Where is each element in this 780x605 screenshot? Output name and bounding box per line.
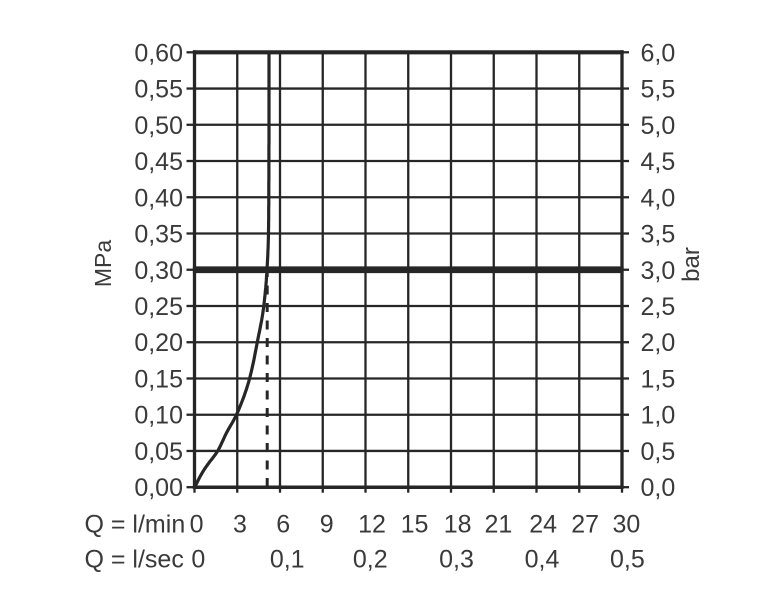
svg-text:0,30: 0,30 — [134, 257, 183, 285]
svg-text:0: 0 — [190, 511, 204, 539]
svg-text:4,5: 4,5 — [641, 148, 676, 176]
svg-text:0,4: 0,4 — [525, 546, 560, 574]
svg-text:0,5: 0,5 — [610, 546, 645, 574]
svg-text:0,60: 0,60 — [134, 39, 183, 67]
svg-text:4,0: 4,0 — [641, 184, 676, 212]
svg-text:0,20: 0,20 — [134, 329, 183, 357]
svg-text:0,45: 0,45 — [134, 148, 183, 176]
svg-text:9: 9 — [320, 511, 334, 539]
svg-text:Q = l/min: Q = l/min — [85, 511, 186, 539]
svg-text:0,2: 0,2 — [353, 546, 388, 574]
svg-text:0,25: 0,25 — [134, 293, 183, 321]
svg-text:5,5: 5,5 — [641, 76, 676, 104]
svg-text:6,0: 6,0 — [641, 39, 676, 67]
svg-text:Q = l/sec: Q = l/sec — [85, 546, 184, 574]
svg-text:6: 6 — [276, 511, 290, 539]
svg-text:0,0: 0,0 — [641, 474, 676, 502]
svg-text:0,40: 0,40 — [134, 184, 183, 212]
svg-text:12: 12 — [358, 511, 386, 539]
svg-text:15: 15 — [401, 511, 429, 539]
svg-text:2,0: 2,0 — [641, 329, 676, 357]
svg-text:0,10: 0,10 — [134, 402, 183, 430]
svg-text:0: 0 — [191, 546, 205, 574]
svg-text:3: 3 — [233, 511, 247, 539]
svg-text:30: 30 — [612, 511, 640, 539]
svg-text:0,35: 0,35 — [134, 221, 183, 249]
svg-text:21: 21 — [484, 511, 512, 539]
svg-text:0,15: 0,15 — [134, 366, 183, 394]
svg-text:24: 24 — [529, 511, 557, 539]
svg-text:1,5: 1,5 — [641, 366, 676, 394]
svg-text:0,50: 0,50 — [134, 112, 183, 140]
svg-text:0,1: 0,1 — [270, 546, 305, 574]
svg-text:18: 18 — [444, 511, 472, 539]
svg-text:0,05: 0,05 — [134, 438, 183, 466]
svg-text:3,5: 3,5 — [641, 221, 676, 249]
svg-text:0,00: 0,00 — [134, 474, 183, 502]
svg-text:bar: bar — [678, 247, 705, 282]
svg-text:0,55: 0,55 — [134, 76, 183, 104]
svg-text:0,5: 0,5 — [641, 438, 676, 466]
svg-text:1,0: 1,0 — [641, 402, 676, 430]
svg-text:2,5: 2,5 — [641, 293, 676, 321]
svg-text:0,3: 0,3 — [439, 546, 474, 574]
svg-text:5,0: 5,0 — [641, 112, 676, 140]
svg-text:27: 27 — [571, 511, 599, 539]
svg-text:3,0: 3,0 — [641, 257, 676, 285]
svg-text:MPa: MPa — [90, 240, 116, 288]
